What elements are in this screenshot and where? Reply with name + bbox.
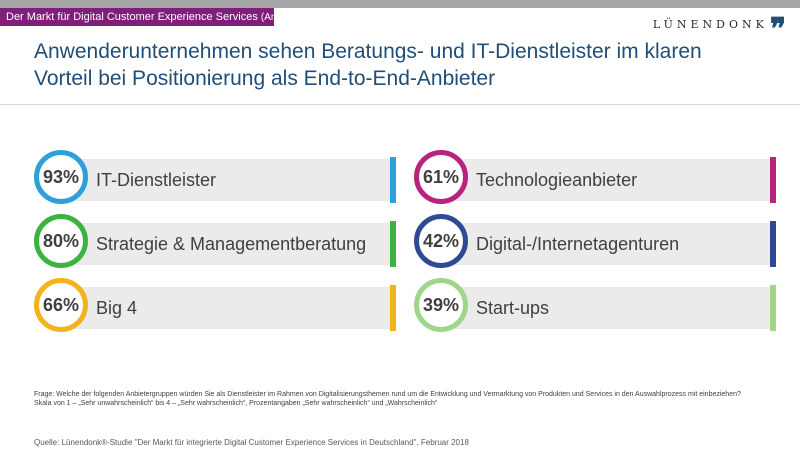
chart-color-marker — [390, 285, 396, 331]
chart-category-label: Start-ups — [476, 298, 550, 318]
chart-value-label: 80% — [34, 214, 88, 268]
chart-bar — [56, 159, 396, 201]
chart-value-label: 66% — [34, 278, 88, 332]
chart-row: 42% Digital-/Internetagenturen — [414, 214, 776, 268]
footnote-scale: Skala von 1 – „Sehr unwahrscheinlich“ bi… — [34, 400, 438, 407]
logo-text: LÜNENDONK — [652, 17, 768, 31]
chart-color-marker — [770, 285, 776, 331]
chart-category-label: Technologieanbieter — [476, 170, 638, 190]
footnote-question: Frage: Welche der folgenden Anbietergrup… — [34, 391, 741, 398]
chart-row: 66% Big 4 — [34, 278, 396, 332]
footnote: Frage: Welche der folgenden Anbietergrup… — [34, 390, 774, 408]
chart-row: 80% Strategie & Managementberatung — [34, 214, 396, 268]
chart-category-label: Digital-/Internetagenturen — [476, 234, 680, 254]
chart-value-label: 93% — [34, 150, 88, 204]
chart-value-label: 42% — [414, 214, 468, 268]
logo-quote-mark: ❞ — [769, 12, 786, 47]
chart-value-label: 61% — [414, 150, 468, 204]
logo: LÜNENDONK ❞ — [652, 12, 786, 45]
chart-color-marker — [770, 157, 776, 203]
chart-row: 61% Technologieanbieter — [414, 150, 776, 204]
chart-category-label: IT-Dienstleister — [96, 170, 217, 190]
chart-bar — [436, 223, 776, 265]
chart-bar — [436, 159, 776, 201]
chart-value-label: 39% — [414, 278, 468, 332]
source-note: Quelle: Lünendonk®-Studie "Der Markt für… — [34, 438, 469, 447]
chart-row: 93% IT-Dienstleister — [34, 150, 396, 204]
header-tag-text: Der Markt für Digital Customer Experienc… — [6, 11, 258, 23]
chart-category-label: Strategie & Managementberatung — [96, 234, 367, 254]
chart-color-marker — [390, 157, 396, 203]
chart-bar — [436, 287, 776, 329]
top-bar — [0, 0, 800, 8]
chart-row: 39% Start-ups — [414, 278, 776, 332]
page-title: Anwenderunternehmen sehen Beratungs- und… — [34, 40, 702, 90]
chart-color-marker — [390, 221, 396, 267]
header-tag-sub: (Anwender) — [260, 12, 313, 23]
header-tag: Der Markt für Digital Customer Experienc… — [0, 8, 313, 26]
chart-category-label: Big 4 — [96, 298, 138, 318]
chart-color-marker — [770, 221, 776, 267]
chart-bar — [56, 223, 396, 265]
divider — [0, 104, 800, 105]
chart-bar — [56, 287, 396, 329]
